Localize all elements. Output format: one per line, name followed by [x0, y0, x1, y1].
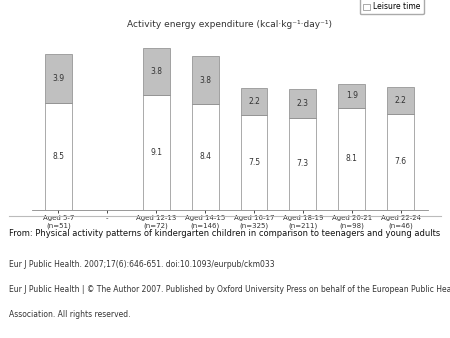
- Bar: [338, 108, 365, 210]
- Text: 2.2: 2.2: [248, 97, 260, 106]
- Text: Eur J Public Health | © The Author 2007. Published by Oxford University Press on: Eur J Public Health | © The Author 2007.…: [9, 285, 450, 294]
- Legend: School, Leisure time: School, Leisure time: [360, 0, 424, 15]
- Text: 7.3: 7.3: [297, 159, 309, 168]
- Title: Activity energy expenditure (kcal·kg⁻¹·day⁻¹): Activity energy expenditure (kcal·kg⁻¹·d…: [127, 20, 332, 29]
- Bar: [387, 114, 414, 210]
- Bar: [240, 88, 267, 115]
- Text: 3.8: 3.8: [199, 76, 211, 85]
- Text: 2.2: 2.2: [395, 96, 406, 105]
- Text: 7.5: 7.5: [248, 158, 260, 167]
- Bar: [143, 95, 170, 210]
- Text: 3.8: 3.8: [150, 67, 162, 76]
- Text: 2.3: 2.3: [297, 99, 309, 108]
- Text: 8.4: 8.4: [199, 152, 211, 161]
- Bar: [45, 103, 72, 210]
- Bar: [289, 89, 316, 118]
- Text: Eur J Public Health. 2007;17(6):646-651. doi:10.1093/eurpub/ckm033: Eur J Public Health. 2007;17(6):646-651.…: [9, 260, 274, 269]
- Bar: [143, 48, 170, 95]
- Text: 3.9: 3.9: [52, 74, 64, 83]
- Bar: [240, 115, 267, 210]
- Bar: [289, 118, 316, 210]
- Text: 8.1: 8.1: [346, 154, 358, 163]
- Text: 9.1: 9.1: [150, 148, 162, 157]
- Text: From: Physical activity patterns of kindergarten children in comparison to teena: From: Physical activity patterns of kind…: [9, 229, 440, 238]
- Bar: [45, 54, 72, 103]
- Text: Association. All rights reserved.: Association. All rights reserved.: [9, 310, 130, 319]
- Text: 8.5: 8.5: [52, 152, 64, 161]
- Bar: [387, 87, 414, 114]
- Bar: [338, 84, 365, 108]
- Text: 1.9: 1.9: [346, 92, 358, 100]
- Text: 7.6: 7.6: [395, 158, 407, 166]
- Bar: [192, 56, 219, 104]
- Bar: [192, 104, 219, 210]
